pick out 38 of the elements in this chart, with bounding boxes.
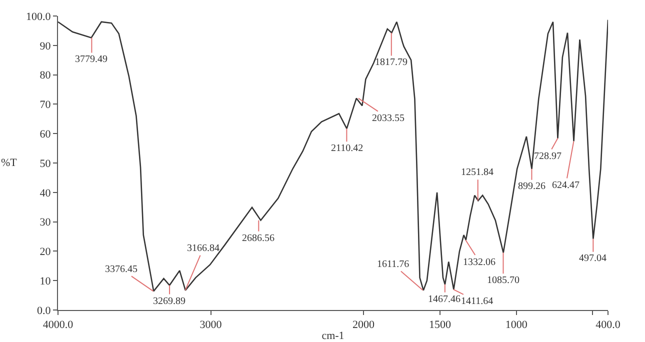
- y-tick-label: 40: [40, 187, 52, 200]
- y-tick-label: 80: [40, 70, 52, 82]
- x-tick-label: 3000: [200, 319, 222, 332]
- y-tick-label: 70: [40, 99, 52, 112]
- y-tick-label: 60: [40, 128, 52, 140]
- annotation: 3166.84: [187, 243, 220, 254]
- y-tick-label: 20: [40, 246, 52, 258]
- annotation: 3376.45: [105, 264, 138, 275]
- annotation: 3779.49: [75, 54, 108, 65]
- annotation: 1467.46: [428, 294, 460, 305]
- x-tick-label: 1500: [428, 319, 452, 332]
- x-tick-label: 4000.0: [42, 319, 74, 332]
- annotation: 899.26: [518, 181, 546, 192]
- annotation: 1817.79: [375, 57, 408, 68]
- annotation: 1411.64: [461, 296, 494, 307]
- x-tick-label: 2000: [352, 319, 376, 332]
- y-tick-label: 90: [40, 40, 52, 52]
- y-tick-label: 100.0: [26, 10, 52, 23]
- y-axis-title: %T: [1, 157, 18, 169]
- annotation: 1332.06: [463, 257, 496, 268]
- annotation: 728.97: [534, 151, 562, 162]
- annotation: 497.04: [579, 253, 606, 264]
- annotation: 2110.42: [331, 143, 364, 154]
- y-tick-label: 10: [40, 275, 52, 288]
- annotation: 624.47: [552, 180, 580, 191]
- annotation: 1085.70: [487, 275, 520, 286]
- annotation: 3269.89: [153, 296, 186, 307]
- y-tick-label: 30: [40, 216, 52, 229]
- x-axis-title: cm-1: [322, 330, 344, 342]
- annotation: 2033.55: [372, 113, 404, 124]
- annotation: 1251.84: [461, 167, 494, 178]
- x-tick-label: 400.0: [596, 319, 621, 332]
- x-tick-label: 1000: [505, 319, 528, 332]
- y-tick-label: 0.0: [37, 304, 52, 317]
- y-tick-label: 50: [40, 158, 52, 170]
- line-series: [58, 19, 608, 292]
- annotation: 2686.56: [242, 233, 274, 244]
- annotation: 1611.76: [377, 259, 410, 270]
